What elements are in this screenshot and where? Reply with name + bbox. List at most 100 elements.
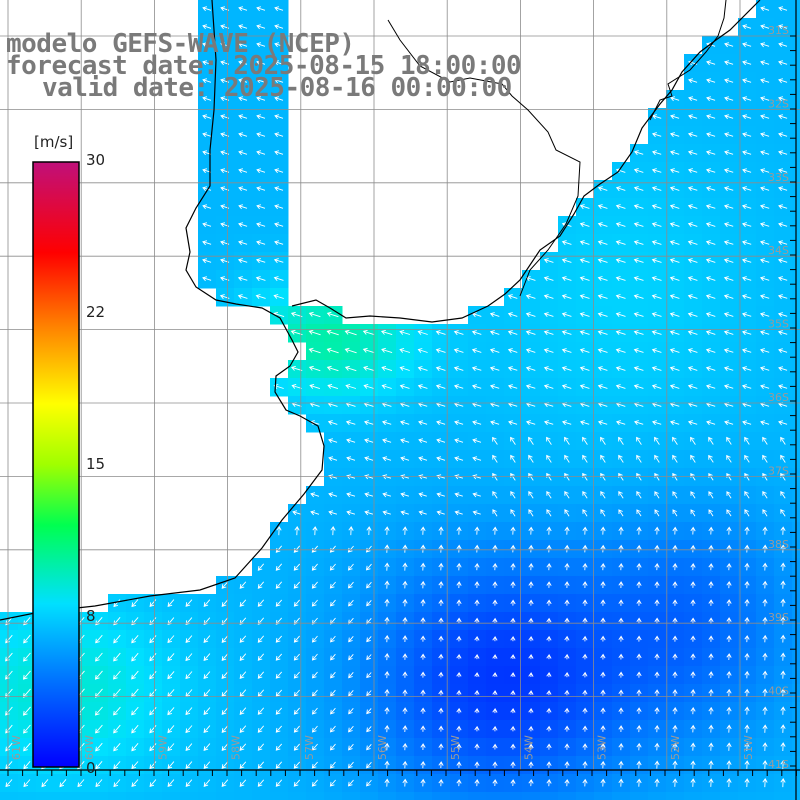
wind-arrow [687,312,698,318]
wind-arrow [348,526,354,536]
wind-arrow [239,581,247,589]
wind-arrow [400,456,410,462]
wind-arrow [528,436,534,445]
wind-arrow [634,150,644,156]
wind-arrow [742,240,752,246]
wind-arrow [708,491,714,499]
wind-arrow [672,760,678,769]
wind-arrow [582,599,588,606]
wind-arrow [257,653,265,661]
wind-arrow [256,24,266,30]
wind-arrow [651,294,662,299]
wind-arrow [615,204,626,210]
colorbar-tick-15: 15 [86,455,105,473]
wind-arrow [167,653,175,662]
wind-arrow [561,294,572,299]
wind-arrow [741,384,752,390]
lon-label: 52W [669,735,682,760]
wind-arrow [780,670,786,679]
lon-label: 53W [596,735,609,760]
wind-arrow [705,150,716,156]
wind-arrow [705,330,716,336]
wind-arrow [492,635,498,642]
wind-arrow [492,708,498,714]
wind-arrow [365,545,372,553]
wind-arrow [669,330,680,335]
wind-arrow [435,330,446,335]
wind-arrow [618,509,624,517]
wind-arrow [564,526,570,535]
wind-arrow [669,348,680,354]
wind-arrow [726,562,732,571]
wind-arrow [760,132,770,138]
wind-arrow [760,96,770,102]
wind-arrow [582,743,588,750]
wind-arrow [256,204,266,210]
wind-arrow [239,779,247,787]
wind-arrow [777,330,788,336]
wind-arrow [654,599,660,606]
wind-arrow [381,365,393,372]
wind-arrow [348,725,354,733]
field-cell [594,792,613,800]
field-cell [666,792,685,800]
wind-arrow [329,779,336,787]
wind-arrow [185,635,193,644]
wind-arrow [780,724,786,733]
wind-arrow [275,635,283,643]
wind-arrow [690,526,696,535]
wind-arrow [543,348,554,354]
wind-arrow [669,222,680,228]
wind-arrow [293,635,300,643]
wind-arrow [420,526,426,535]
coastline [0,0,325,621]
wind-arrow [438,599,444,606]
wind-arrow [238,204,248,210]
lat-label: 41S [768,758,789,771]
wind-arrow [600,599,606,606]
wind-arrow [402,760,408,769]
wind-arrow [420,599,426,607]
wind-arrow [706,132,716,138]
valid-date: valid date: 2025-08-16 00:00:00 [42,73,512,103]
wind-arrow [654,491,660,499]
wind-arrow [708,544,714,553]
wind-arrow [528,454,534,463]
wind-arrow [492,725,498,732]
wind-arrow [237,276,248,282]
wind-arrow [456,725,462,732]
wind-arrow [492,454,498,463]
lon-label: 59W [156,735,169,760]
wind-arrow [636,760,642,769]
wind-arrow [726,688,732,697]
wind-arrow [762,454,768,463]
wind-arrow [744,580,750,589]
wind-arrow [326,365,339,372]
wind-arrow [669,312,680,317]
wind-arrow [221,707,229,715]
wind-arrow [597,330,608,335]
lat-label: 40S [768,685,789,698]
wind-arrow [185,725,193,734]
wind-arrow [597,240,608,245]
wind-arrow [399,384,410,389]
wind-arrow [275,725,283,733]
field-cell [144,792,163,800]
wind-arrow [293,707,300,715]
wind-arrow [203,653,211,662]
wind-arrow [420,580,426,589]
wind-arrow [706,114,716,120]
wind-arrow [472,420,482,426]
wind-arrow [474,526,480,535]
wind-arrow [510,581,516,588]
wind-arrow [672,491,678,499]
wind-arrow [274,240,284,246]
wind-arrow [202,276,212,282]
wind-arrow [582,436,588,445]
wind-arrow [564,562,570,571]
field-cell [558,792,577,800]
wind-arrow [328,456,338,462]
wind-arrow [399,420,410,426]
wind-arrow [508,384,518,390]
